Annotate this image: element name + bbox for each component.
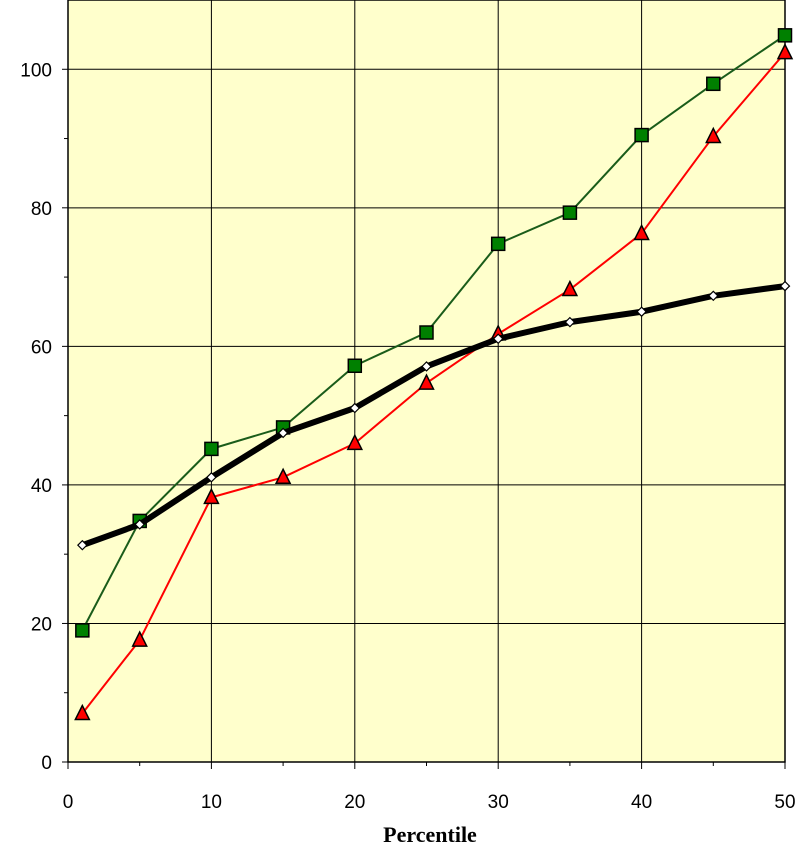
data-point-square <box>490 236 506 252</box>
data-point-square <box>347 358 363 374</box>
data-point-diamond <box>492 333 504 345</box>
y-tick-label: 80 <box>31 199 52 220</box>
x-tick-label: 0 <box>63 792 74 813</box>
data-point-square <box>562 205 578 220</box>
data-point-triangle <box>418 373 435 390</box>
y-tick-label: 20 <box>31 614 52 635</box>
data-point-diamond <box>707 290 719 302</box>
data-point-triangle <box>776 42 794 60</box>
data-point-diamond <box>206 471 217 483</box>
series-diamond <box>76 280 791 551</box>
axes <box>62 0 786 769</box>
data-point-square <box>777 28 793 43</box>
series-layer <box>74 28 794 721</box>
data-point-square <box>419 325 434 340</box>
data-point-diamond <box>636 306 647 318</box>
plot-border <box>67 0 786 763</box>
data-point-triangle <box>633 223 650 241</box>
data-point-diamond <box>76 539 88 551</box>
y-tick-label: 60 <box>31 337 52 358</box>
data-point-square <box>204 441 219 457</box>
x-tick-label: 10 <box>201 792 222 813</box>
data-point-diamond <box>349 402 361 414</box>
data-point-diamond <box>421 361 432 372</box>
data-point-triangle <box>203 487 220 505</box>
data-point-square <box>706 76 721 92</box>
data-point-diamond <box>564 316 576 328</box>
y-tick-label: 100 <box>20 60 52 81</box>
y-tick-label: 40 <box>31 476 52 497</box>
data-point-triangle <box>705 126 722 144</box>
data-point-triangle <box>561 279 579 297</box>
series-square <box>75 28 793 638</box>
x-tick-label: 40 <box>631 792 652 813</box>
data-point-triangle <box>131 630 148 647</box>
data-point-triangle <box>74 703 91 721</box>
x-axis-title: Percentile <box>383 822 477 847</box>
data-point-square <box>75 623 90 638</box>
tick-labels: 0 10 20 30 40 50 0 20 40 60 80 100 <box>20 60 795 813</box>
x-tick-label: 30 <box>488 792 509 813</box>
data-point-diamond <box>779 280 791 292</box>
x-tick-label: 50 <box>774 792 795 813</box>
gridlines <box>68 0 785 762</box>
x-tick-label: 20 <box>344 792 365 813</box>
data-point-triangle <box>274 467 292 485</box>
data-point-triangle <box>346 433 364 451</box>
y-tick-label: 0 <box>41 753 52 774</box>
data-point-diamond <box>134 519 146 530</box>
data-point-diamond <box>277 427 289 439</box>
data-point-square <box>634 127 649 143</box>
